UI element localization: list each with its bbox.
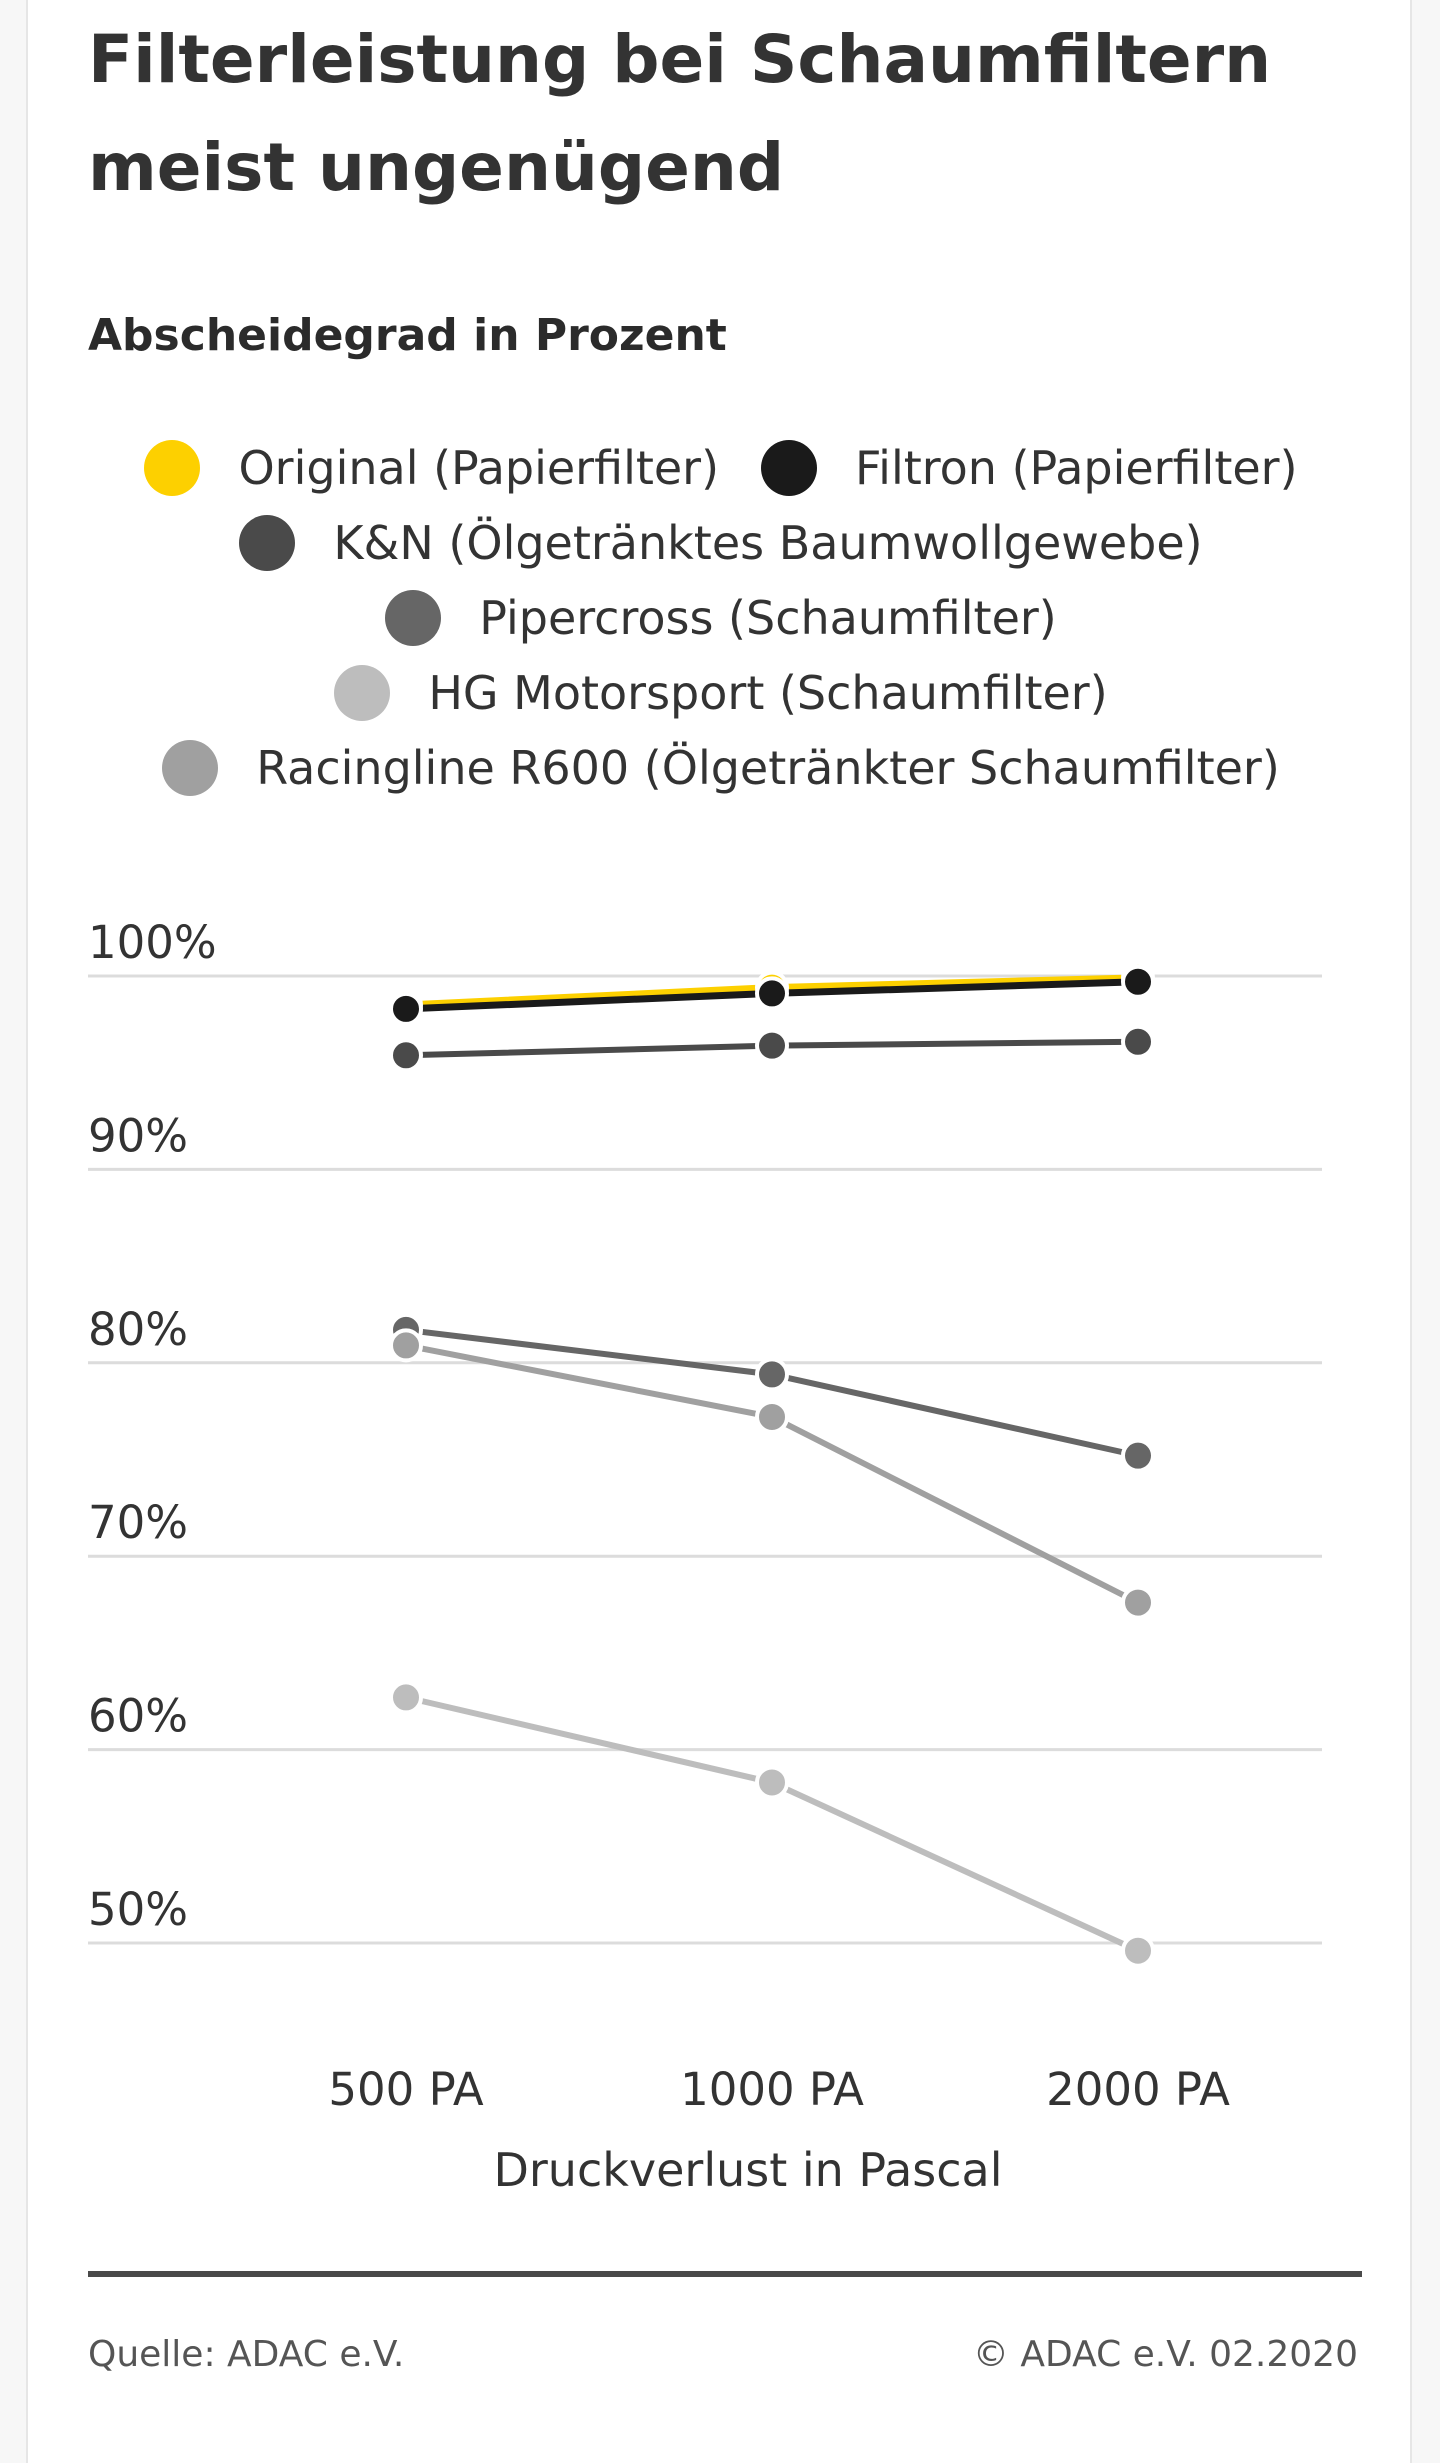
- legend-item-kn: K&N (Ölgetränktes Baumwollgewebe): [239, 514, 1203, 571]
- data-point: [755, 1028, 789, 1063]
- legend-row: Pipercross (Schaumfilter): [28, 580, 1414, 655]
- copyright-note: © ADAC e.V. 02.2020: [972, 2334, 1358, 2375]
- data-point: [755, 976, 789, 1011]
- y-tick-label: 60%: [88, 1690, 188, 1743]
- source-note: Quelle: ADAC e.V.: [88, 2334, 405, 2375]
- data-point: [1121, 1585, 1155, 1620]
- legend-item-pipercross: Pipercross (Schaumfilter): [385, 589, 1057, 646]
- data-point: [755, 1399, 789, 1434]
- legend-label: Filtron (Papierfilter): [855, 440, 1298, 495]
- legend-item-filtron: Filtron (Papierfilter): [761, 439, 1298, 496]
- legend-item-racingline: Racingline R600 (Ölgetränkter Schaumfilt…: [162, 739, 1280, 796]
- legend-row: K&N (Ölgetränktes Baumwollgewebe): [28, 505, 1414, 580]
- legend-row: Racingline R600 (Ölgetränkter Schaumfilt…: [28, 730, 1414, 805]
- chart-legend: Original (Papierfilter) Filtron (Papierf…: [28, 430, 1414, 805]
- line-chart: 50% 60% 70% 80% 90% 100% 500 PA 1000 PA 2000 PA D…: [88, 916, 1322, 2197]
- legend-dot-pipercross-icon: [385, 589, 442, 646]
- x-tick-label: 2000 PA: [1046, 2063, 1230, 2116]
- y-tick-label: 50%: [88, 1883, 188, 1936]
- chart-title: Filterleistung bei Schaumfiltern meist u…: [88, 21, 1272, 206]
- x-tick-label: 1000 PA: [680, 2063, 864, 2116]
- x-tick-label: 500 PA: [328, 2063, 483, 2116]
- data-point: [389, 1328, 423, 1363]
- series-line: [405, 1326, 1139, 1459]
- legend-label: Racingline R600 (Ölgetränkter Schaumfilt…: [256, 740, 1280, 795]
- chart-subtitle: Abscheidegrad in Prozent: [88, 310, 727, 361]
- legend-dot-racingline-icon: [162, 739, 219, 796]
- data-point: [389, 1038, 423, 1073]
- legend-label: K&N (Ölgetränktes Baumwollgewebe): [333, 515, 1203, 570]
- legend-row: Original (Papierfilter) Filtron (Papierf…: [28, 430, 1414, 505]
- data-point: [1121, 964, 1155, 999]
- data-point: [1121, 1933, 1155, 1968]
- y-tick-label: 90%: [88, 1109, 188, 1162]
- legend-label: Pipercross (Schaumfilter): [479, 590, 1057, 645]
- y-tick-label: 70%: [88, 1496, 188, 1549]
- legend-item-original: Original (Papierfilter): [144, 439, 720, 496]
- legend-dot-hg-motorsport-icon: [334, 664, 391, 721]
- legend-dot-original-icon: [144, 439, 201, 496]
- y-tick-label: 100%: [88, 916, 217, 969]
- legend-dot-filtron-icon: [761, 439, 818, 496]
- legend-row: HG Motorsport (Schaumfilter): [28, 655, 1414, 730]
- data-point: [389, 991, 423, 1026]
- chart-card: Filterleistung bei Schaumfiltern meist u…: [26, 0, 1412, 2463]
- legend-label: HG Motorsport (Schaumfilter): [428, 665, 1108, 720]
- footer-divider: [88, 2271, 1362, 2277]
- data-point: [1121, 1024, 1155, 1059]
- data-point: [755, 1357, 789, 1392]
- legend-label: Original (Papierfilter): [238, 440, 720, 495]
- x-axis-label: Druckverlust in Pascal: [493, 2143, 1002, 2197]
- data-point: [389, 1680, 423, 1715]
- data-point: [755, 1765, 789, 1800]
- data-point: [1121, 1438, 1155, 1473]
- legend-dot-kn-icon: [239, 514, 296, 571]
- y-tick-label: 80%: [88, 1303, 188, 1356]
- legend-item-hg-motorsport: HG Motorsport (Schaumfilter): [334, 664, 1108, 721]
- series-line: [405, 1694, 1140, 1954]
